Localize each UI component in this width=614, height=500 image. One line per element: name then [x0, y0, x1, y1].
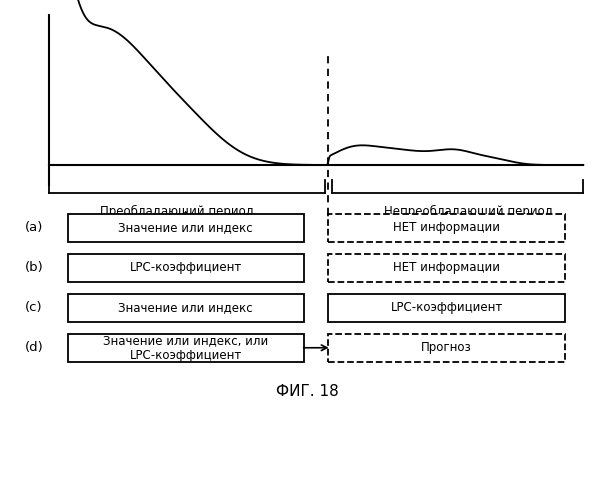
Text: (a): (a) [25, 221, 43, 234]
Text: НЕТ информации: НЕТ информации [393, 262, 500, 274]
Bar [328, 214, 565, 242]
Text: (b): (b) [25, 262, 43, 274]
Text: Преобладающий период: Преобладающий период [99, 205, 254, 218]
Text: НЕТ информации: НЕТ информации [393, 221, 500, 234]
Text: (d): (d) [25, 341, 43, 354]
Text: Значение или индекс: Значение или индекс [119, 301, 253, 314]
Bar [68, 214, 304, 242]
Bar [68, 254, 304, 281]
Text: LPC-коэффициент: LPC-коэффициент [130, 262, 242, 274]
Bar [328, 254, 565, 281]
Bar [68, 334, 304, 361]
Text: (c): (c) [25, 301, 42, 314]
Text: LPC-коэффициент: LPC-коэффициент [391, 301, 503, 314]
Text: ФИГ. 18: ФИГ. 18 [276, 384, 338, 399]
Bar [68, 294, 304, 322]
Text: Прогноз: Прогноз [421, 341, 472, 354]
Bar [328, 294, 565, 322]
Text: Значение или индекс, или
LPC-коэффициент: Значение или индекс, или LPC-коэффициент [103, 334, 268, 362]
Text: Непреобладающий период: Непреобладающий период [384, 205, 553, 218]
Text: Значение или индекс: Значение или индекс [119, 221, 253, 234]
Bar [328, 334, 565, 361]
